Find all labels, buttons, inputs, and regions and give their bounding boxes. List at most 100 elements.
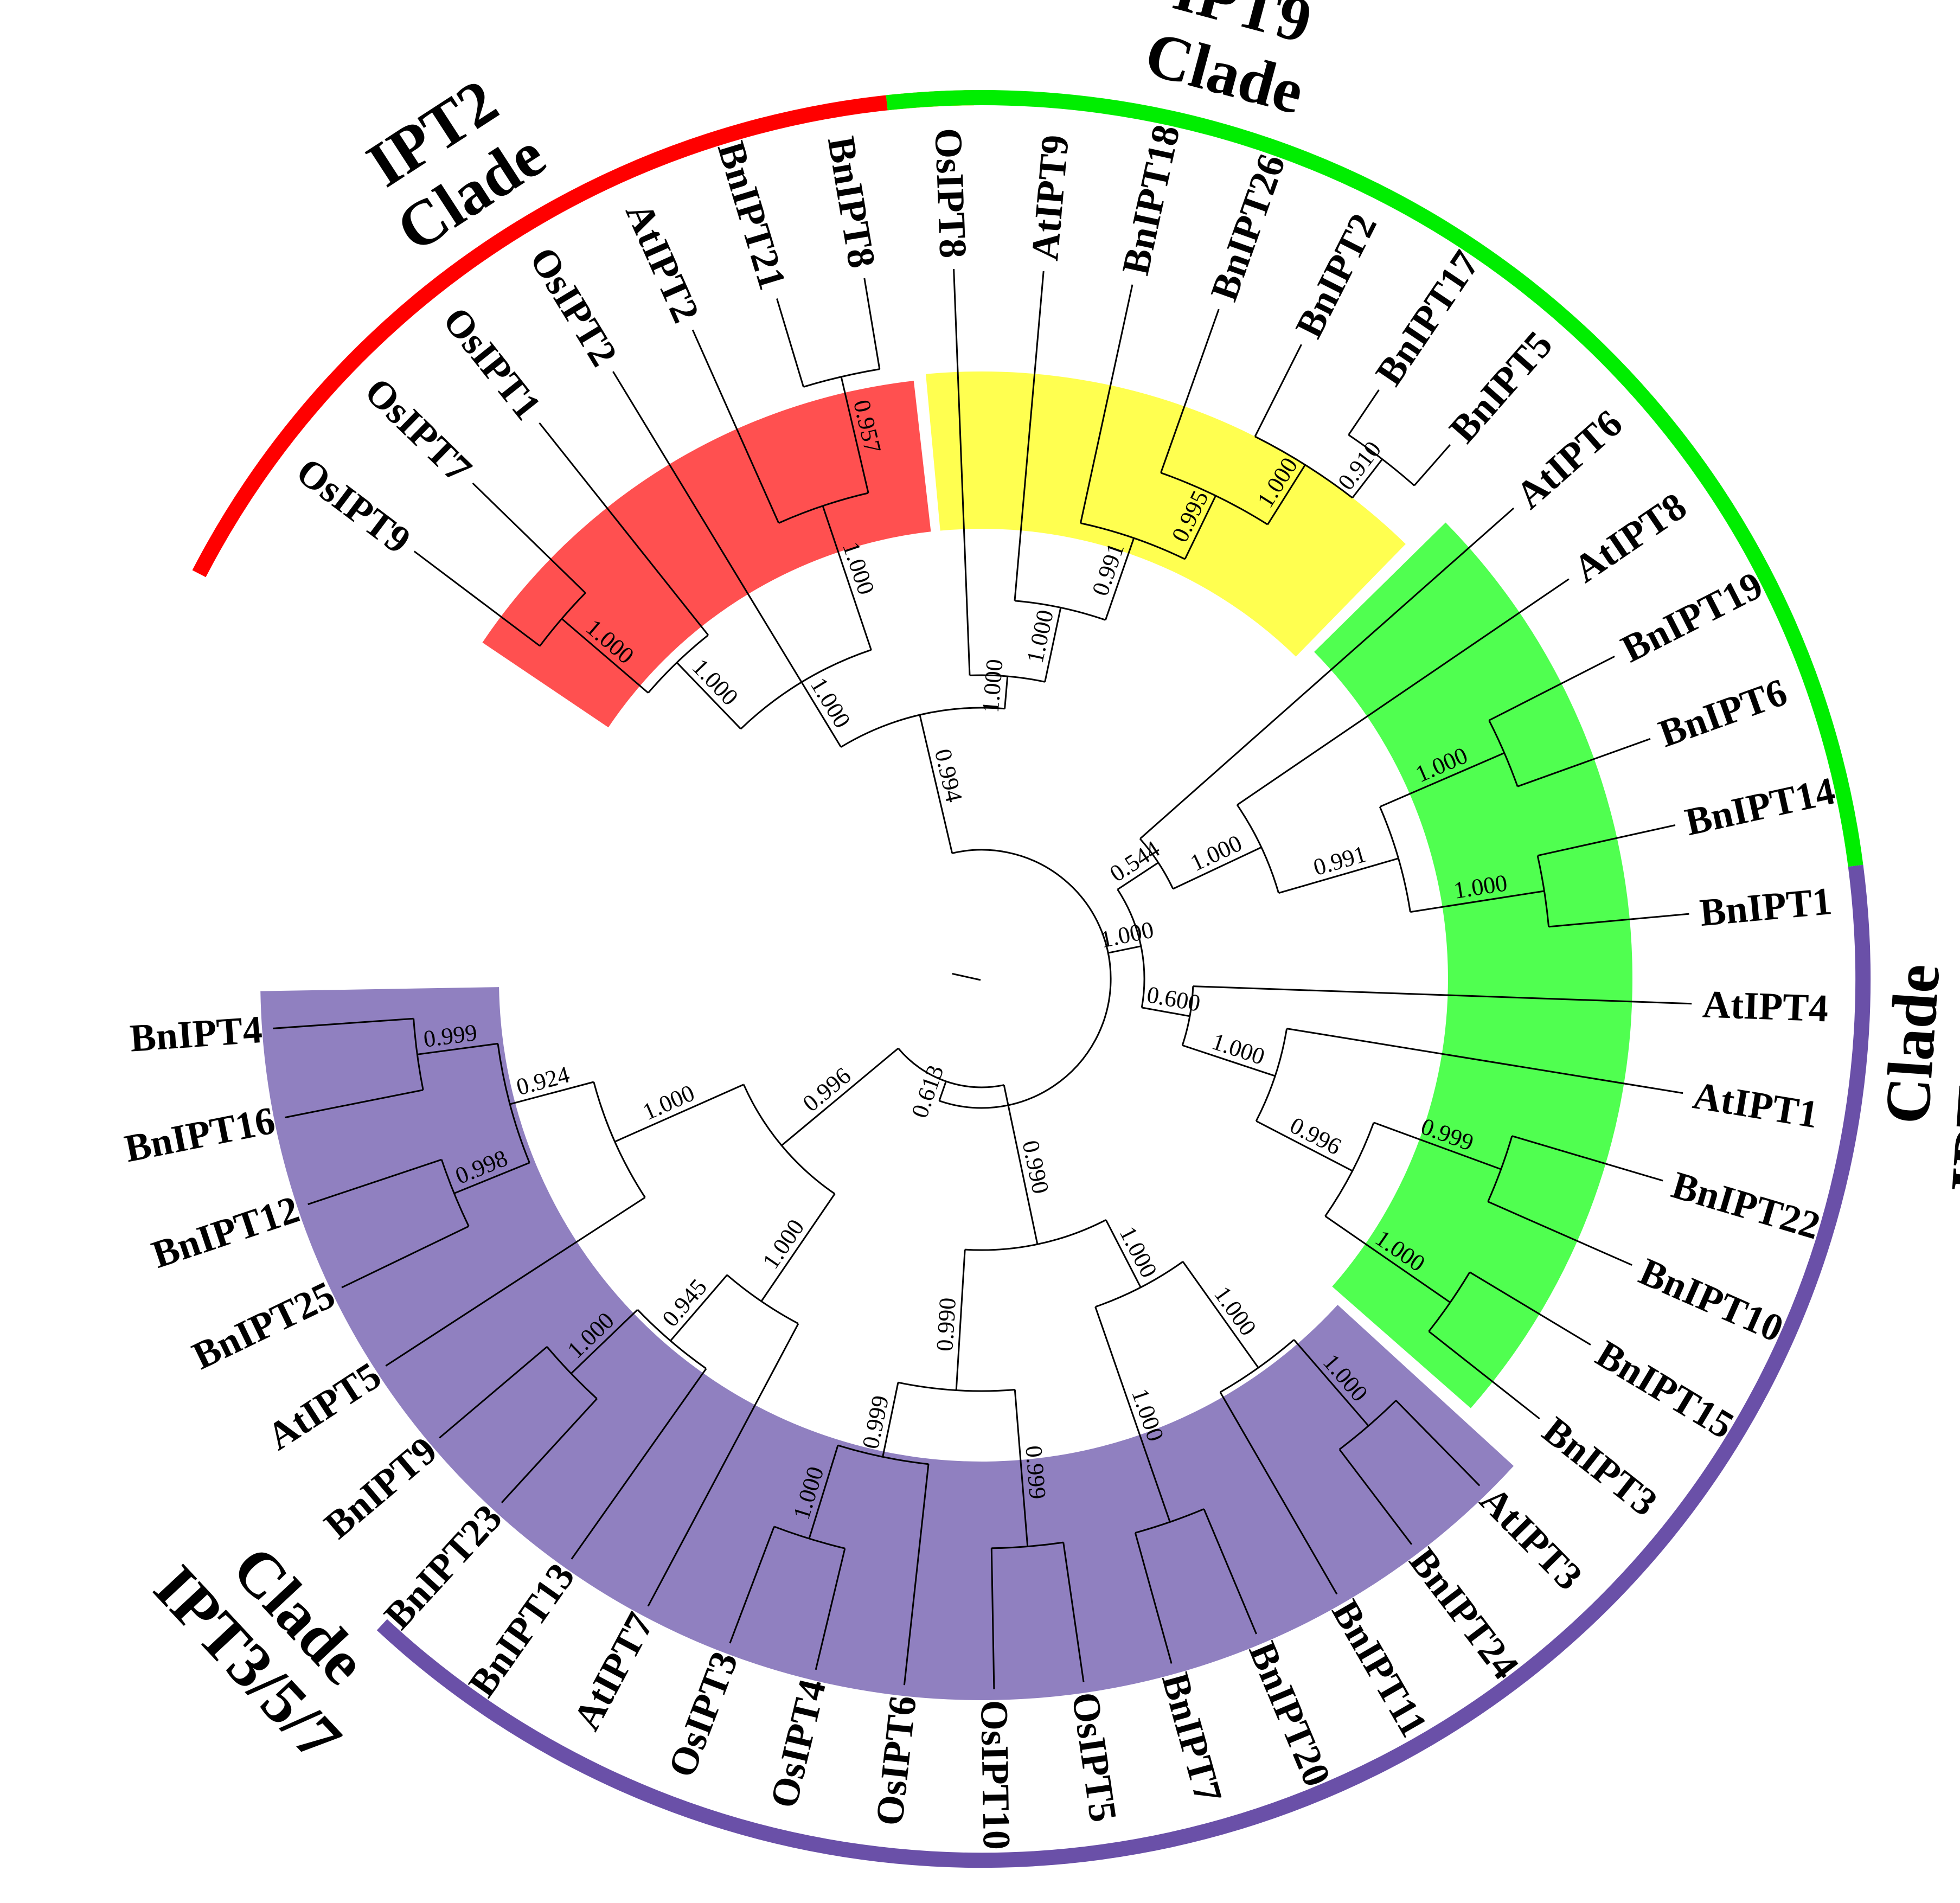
branch-BnIPT7: [1134, 1532, 1173, 1664]
branch-BnIPT24: [1338, 1449, 1413, 1545]
leaf-label-OsIPT2: OsIPT2: [521, 240, 626, 374]
leaf-label-AtIPT7: AtIPT7: [565, 1606, 662, 1737]
support-value: 0.990: [1017, 1138, 1054, 1196]
branch-BnIPT9: [439, 1346, 548, 1439]
support-value: 1.000: [1209, 1282, 1261, 1341]
internal-branch: [1117, 862, 1159, 890]
node-arc: [1236, 804, 1280, 894]
node-arc: [991, 1541, 1064, 1549]
internal-branch: [1094, 1306, 1171, 1522]
internal-branch: [1278, 857, 1399, 894]
internal-branch: [919, 714, 953, 854]
branch-BnIPT12: [308, 1158, 442, 1206]
leaf-label-BnIPT21: BnIPT21: [709, 137, 795, 294]
branch-BnIPT20: [1203, 1508, 1257, 1635]
clade-shading-ipt357: [260, 987, 1514, 1701]
node-arc: [1139, 838, 1174, 889]
node-arc: [1135, 1508, 1205, 1534]
branch-OsIPT5: [1062, 1542, 1085, 1682]
clade-ring-ipt1468: [886, 89, 1863, 867]
leaf-label-AtIPT4: AtIPT4: [1702, 982, 1829, 1030]
branch-AtIPT7: [647, 1323, 799, 1607]
leaf-label-AtIPT5: AtIPT5: [259, 1354, 388, 1458]
internal-branch: [1014, 1389, 1029, 1547]
branch-BnIPT3: [1428, 1330, 1540, 1420]
branch-BnIPT6: [1517, 738, 1651, 787]
internal-branch: [882, 1382, 899, 1457]
branch-BnIPT16: [284, 1089, 424, 1119]
node-arc: [1379, 806, 1411, 912]
leaf-label-BnIPT5: BnIPT5: [1441, 323, 1561, 451]
leaf-label-BnIPT24: BnIPT24: [1401, 1540, 1527, 1687]
internal-branch: [938, 1081, 947, 1101]
branch-OsIPT8: [953, 268, 971, 676]
branch-BnIPT18: [1080, 284, 1133, 523]
branch-BnIPT15: [1469, 1271, 1591, 1345]
clade-shading-layer: [260, 371, 1633, 1701]
branch-BnIPT17: [1348, 389, 1380, 435]
branch-OsIPT9: [413, 550, 541, 647]
leaf-label-BnIPT26: BnIPT26: [1202, 149, 1293, 306]
support-value: 1.000: [1098, 916, 1156, 953]
root-stub: [952, 972, 981, 981]
node-arc: [1488, 720, 1519, 787]
leaf-label-OsIPT7: OsIPT7: [356, 369, 480, 491]
branch-AtIPT8: [1237, 578, 1570, 806]
support-value: 0.999: [1020, 1445, 1051, 1501]
leaf-label-BnIPT18: BnIPT18: [1113, 121, 1188, 279]
internal-branch: [1182, 1261, 1259, 1368]
leaf-label-BnIPT1: BnIPT1: [1698, 879, 1834, 934]
support-value: 1.000: [977, 658, 1008, 714]
branch-BnIPT2: [1254, 344, 1302, 437]
node-arc: [1536, 855, 1550, 927]
leaf-label-AtIPT6: AtIPT6: [1508, 401, 1631, 517]
leaf-label-OsIPT5: OsIPT5: [1064, 1689, 1125, 1824]
node-arc: [1080, 522, 1186, 560]
leaf-label-OsIPT8: OsIPT8: [926, 127, 975, 259]
internal-branch: [453, 1162, 530, 1194]
clade-ring-ipt357: [376, 864, 1871, 1868]
root-arc: [939, 849, 1112, 1109]
internal-branch: [614, 1084, 744, 1143]
node-arc: [1324, 1122, 1375, 1217]
internal-branch: [955, 1250, 966, 1391]
internal-branch: [1142, 1007, 1190, 1017]
internal-branch: [760, 1193, 836, 1302]
node-arc: [778, 492, 869, 524]
node-arc: [1014, 600, 1106, 621]
branch-AtIPT6: [1139, 507, 1515, 840]
branch-BnIPT5: [1413, 444, 1451, 486]
internal-branch: [1003, 1085, 1039, 1245]
node-arc: [648, 634, 709, 694]
internal-branch: [1373, 1122, 1502, 1170]
internal-branch: [1351, 458, 1383, 498]
node-arc: [803, 368, 880, 388]
branch-BnIPT25: [341, 1225, 469, 1289]
node-arc: [1117, 889, 1145, 1008]
internal-branch: [822, 505, 872, 650]
node-arc: [497, 1043, 530, 1163]
node-arc: [898, 1048, 1004, 1088]
internal-branch: [781, 1047, 899, 1146]
internal-branch: [840, 376, 869, 494]
internal-branch: [670, 1274, 728, 1342]
branch-AtIPT5: [385, 1196, 646, 1367]
clade-shading-ipt9: [926, 371, 1406, 657]
clade-ring-ipt2: [192, 90, 974, 578]
branch-BnIPT23: [501, 1398, 598, 1503]
node-arc: [1487, 1136, 1513, 1202]
branch-AtIPT3: [1395, 1400, 1481, 1486]
leaf-label-BnIPT23: BnIPT23: [376, 1496, 510, 1638]
branch-BnIPT19: [1488, 655, 1615, 721]
branch-BnIPT10: [1487, 1201, 1632, 1266]
branch-BnIPT1: [1548, 913, 1689, 928]
support-value: 0.544: [1105, 836, 1165, 887]
branch-BnIPT22: [1511, 1135, 1663, 1182]
support-value: 0.994: [930, 746, 968, 805]
internal-branch: [417, 1042, 498, 1055]
internal-branch: [1104, 537, 1135, 620]
clade-outer-rings: [192, 89, 1871, 1868]
leaf-label-BnIPT25: BnIPT25: [185, 1273, 341, 1378]
node-arc: [593, 1081, 646, 1198]
